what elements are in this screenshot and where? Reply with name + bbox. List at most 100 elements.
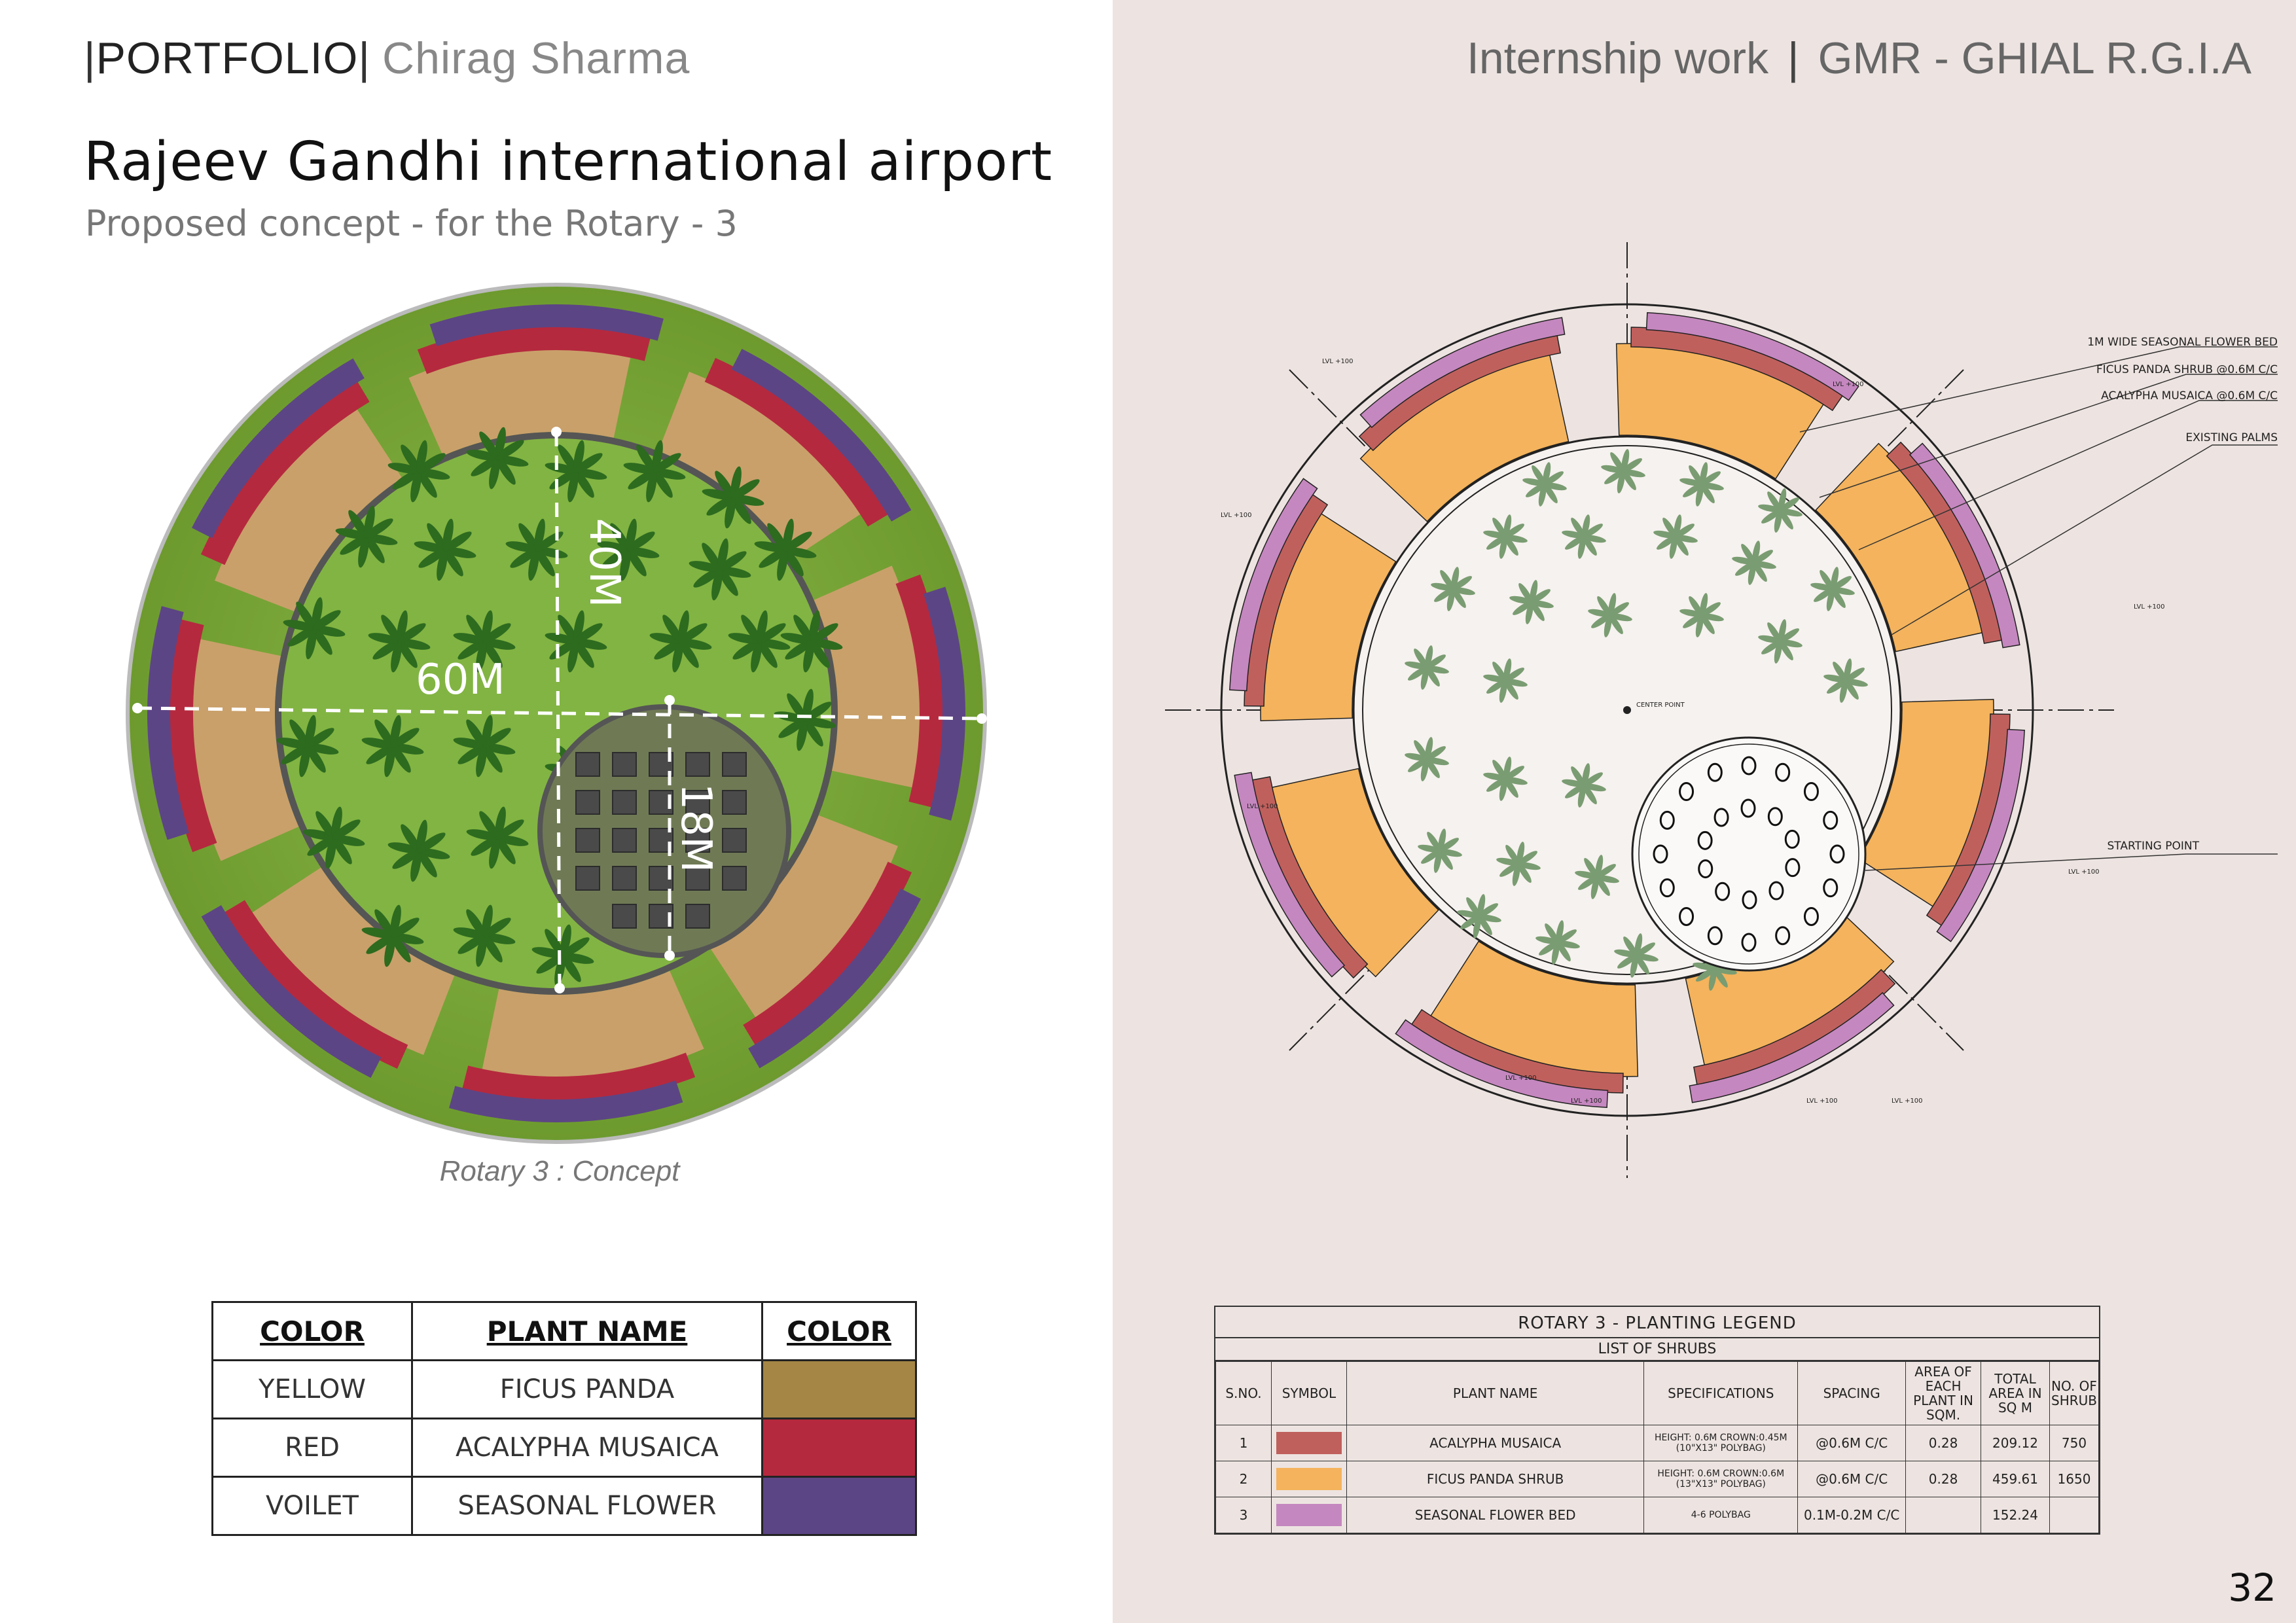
plant-name: ACALYPHA MUSAICA xyxy=(411,1418,763,1478)
legend-count: 750 xyxy=(2049,1425,2099,1461)
legend-table: S.NO. SYMBOL PLANT NAME SPECIFICATIONS S… xyxy=(1215,1361,2099,1533)
legend-spacing: @0.6M C/C xyxy=(1797,1425,1907,1461)
color-name: VOILET xyxy=(211,1476,413,1536)
legend-spacing: 0.1M-0.2M C/C xyxy=(1797,1497,1907,1533)
stepping-stone xyxy=(1659,810,1675,830)
acalypha-bed xyxy=(200,379,370,565)
stepping-stone xyxy=(1698,859,1713,879)
dimension-18m: 18M xyxy=(672,783,720,873)
legend-col-plant: PLANT NAME xyxy=(1346,1361,1645,1425)
legend-subtitle: LIST OF SHRUBS xyxy=(1215,1338,2099,1361)
dimension-60m: 60M xyxy=(416,656,505,704)
legend-spacing: @0.6M C/C xyxy=(1797,1461,1907,1497)
legend-sno: 2 xyxy=(1215,1461,1272,1497)
stepping-stone xyxy=(1707,926,1723,946)
acalypha-bed xyxy=(222,900,408,1069)
portfolio-label: PORTFOLIO xyxy=(96,33,359,83)
stepping-stone xyxy=(1741,933,1757,952)
plan-seasonal-bed xyxy=(1689,991,1895,1103)
table-row: 1 ACALYPHA MUSAICA HEIGHT: 0.6M CROWN:0.… xyxy=(1215,1425,2099,1461)
seasonal-bed xyxy=(731,348,912,522)
plant-name: FICUS PANDA xyxy=(411,1359,763,1419)
portfolio-header: |PORTFOLIO| Chirag Sharma xyxy=(84,33,691,83)
ficus-bed xyxy=(189,638,299,861)
acalypha-bed xyxy=(743,861,912,1048)
plan-seasonal-bed xyxy=(1645,312,1859,401)
legend-col-total-area: TOTAL AREA IN SQ M xyxy=(1981,1361,2051,1425)
rotary-concept-render: 60M 40M 18M xyxy=(126,283,987,1144)
level-label: LVL +100 xyxy=(1833,381,1864,388)
legend-plant: SEASONAL FLOWER BED xyxy=(1346,1497,1645,1533)
callout-ficus: FICUS PANDA SHRUB @0.6M C/C xyxy=(2096,363,2278,376)
legend-area-each xyxy=(1905,1497,1982,1533)
stepping-stone xyxy=(1775,762,1791,782)
ficus-bed xyxy=(710,815,898,1020)
stepping-stone xyxy=(1740,798,1756,818)
seasonal-bed xyxy=(191,358,365,539)
ficus-bed xyxy=(814,565,924,789)
stepping-stone xyxy=(1803,782,1819,802)
seasonal-bed xyxy=(449,1080,683,1122)
callout-starting-point: STARTING POINT xyxy=(2108,840,2200,853)
col-plant-name: PLANT NAME xyxy=(411,1301,763,1361)
center-point-label: CENTER POINT xyxy=(1636,702,1685,709)
seasonal-bed xyxy=(748,888,922,1069)
stepping-stone xyxy=(1767,807,1783,827)
table-row: RED ACALYPHA MUSAICA xyxy=(211,1418,917,1478)
plan-seasonal-bed xyxy=(1909,442,2020,649)
legend-spec: HEIGHT: 0.6M CROWN:0.6M (13"X13" POLYBAG… xyxy=(1643,1461,1799,1497)
page-title: Rajeev Gandhi international airport xyxy=(84,131,1053,193)
color-name: YELLOW xyxy=(211,1359,413,1419)
level-label: LVL +100 xyxy=(1892,1097,1923,1105)
seasonal-bed xyxy=(924,586,965,821)
internship-label: Internship work xyxy=(1466,33,1769,83)
plan-seasonal-bed xyxy=(1234,772,1346,978)
stepping-stone xyxy=(1775,926,1791,946)
rotary-planting-plan: CENTER POINT 1M WIDE SEASONAL FLOWER BED… xyxy=(1165,242,2278,1178)
stepping-stone xyxy=(1741,756,1757,776)
callout-seasonal-bed: 1M WIDE SEASONAL FLOWER BED xyxy=(2087,336,2278,349)
acalypha-bed xyxy=(461,1052,696,1103)
internship-header: Internship work | GMR - GHIAL R.G.I.A xyxy=(1466,33,2251,83)
legend-plant: FICUS PANDA SHRUB xyxy=(1346,1461,1645,1497)
legend-total-area: 152.24 xyxy=(1981,1497,2051,1533)
color-swatch xyxy=(761,1476,917,1536)
level-label: LVL +100 xyxy=(1505,1075,1537,1082)
color-swatch xyxy=(761,1418,917,1478)
legend-col-sno: S.NO. xyxy=(1215,1361,1272,1425)
legend-col-spacing: SPACING xyxy=(1797,1361,1907,1425)
table-row: VOILET SEASONAL FLOWER xyxy=(211,1476,917,1536)
legend-area-each: 0.28 xyxy=(1905,1425,1982,1461)
legend-total-area: 209.12 xyxy=(1981,1425,2051,1461)
dimension-40m: 40M xyxy=(580,518,628,608)
legend-symbol xyxy=(1270,1425,1347,1461)
callout-palms: EXISTING PALMS xyxy=(2185,431,2278,444)
plan-seasonal-bed xyxy=(1359,317,1566,429)
level-label: LVL +100 xyxy=(1806,1097,1838,1105)
acalypha-bed xyxy=(704,357,891,527)
color-name: RED xyxy=(211,1418,413,1478)
level-label: LVL +100 xyxy=(2068,868,2100,876)
legend-spec: 4-6 POLYBAG xyxy=(1643,1497,1799,1533)
ficus-bed xyxy=(481,971,704,1080)
legend-col-area-each: AREA OF EACH PLANT IN SQM. xyxy=(1905,1361,1982,1425)
acalypha-bed xyxy=(417,324,651,374)
stepping-stone xyxy=(1785,858,1801,878)
stepping-stone xyxy=(1679,906,1695,926)
author-name: Chirag Sharma xyxy=(382,33,691,83)
stepping-stone xyxy=(1659,878,1675,898)
legend-plant: ACALYPHA MUSAICA xyxy=(1346,1425,1645,1461)
table-row: 3 SEASONAL FLOWER BED 4-6 POLYBAG 0.1M-0… xyxy=(1215,1497,2099,1533)
legend-count xyxy=(2049,1497,2099,1533)
legend-col-count: NO. OF SHRUB xyxy=(2049,1361,2099,1425)
planting-legend: ROTARY 3 - PLANTING LEGEND LIST OF SHRUB… xyxy=(1214,1306,2100,1535)
stepping-stone xyxy=(1768,881,1784,901)
legend-col-symbol: SYMBOL xyxy=(1270,1361,1347,1425)
stepping-stone xyxy=(1697,830,1713,850)
table-row: 2 FICUS PANDA SHRUB HEIGHT: 0.6M CROWN:0… xyxy=(1215,1461,2099,1497)
color-swatch xyxy=(761,1359,917,1419)
ficus-bed xyxy=(408,347,632,456)
ficus-bed xyxy=(249,867,455,1055)
plan-seasonal-bed xyxy=(1395,1019,1609,1109)
seasonal-bed xyxy=(429,304,664,346)
